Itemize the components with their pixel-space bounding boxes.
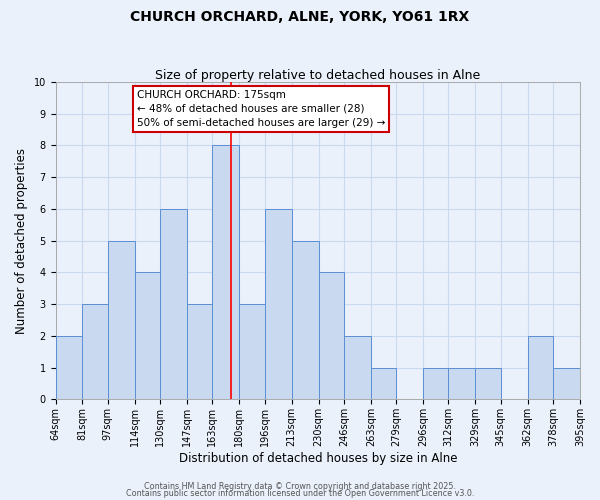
Bar (56, 336, 82, 400)
Text: CHURCH ORCHARD: 175sqm
← 48% of detached houses are smaller (28)
50% of semi-det: CHURCH ORCHARD: 175sqm ← 48% of detached… (137, 90, 385, 128)
Bar (319, 272, 344, 400)
Bar (371, 368, 396, 400)
Bar (239, 304, 265, 400)
Text: Contains HM Land Registry data © Crown copyright and database right 2025.: Contains HM Land Registry data © Crown c… (144, 482, 456, 491)
Bar (187, 304, 212, 400)
Bar (265, 209, 292, 400)
Bar (160, 209, 187, 400)
X-axis label: Distribution of detached houses by size in Alne: Distribution of detached houses by size … (179, 452, 457, 465)
Bar (423, 368, 448, 400)
Bar (528, 336, 553, 400)
Bar (448, 368, 475, 400)
Bar (135, 272, 160, 400)
Y-axis label: Number of detached properties: Number of detached properties (15, 148, 28, 334)
Bar (344, 336, 371, 400)
Text: CHURCH ORCHARD, ALNE, YORK, YO61 1RX: CHURCH ORCHARD, ALNE, YORK, YO61 1RX (130, 10, 470, 24)
Bar (108, 240, 135, 400)
Text: Contains public sector information licensed under the Open Government Licence v3: Contains public sector information licen… (126, 488, 474, 498)
Bar (292, 240, 319, 400)
Bar (82, 304, 108, 400)
Bar (553, 368, 580, 400)
Bar (212, 146, 239, 400)
Bar (475, 368, 501, 400)
Title: Size of property relative to detached houses in Alne: Size of property relative to detached ho… (155, 69, 481, 82)
